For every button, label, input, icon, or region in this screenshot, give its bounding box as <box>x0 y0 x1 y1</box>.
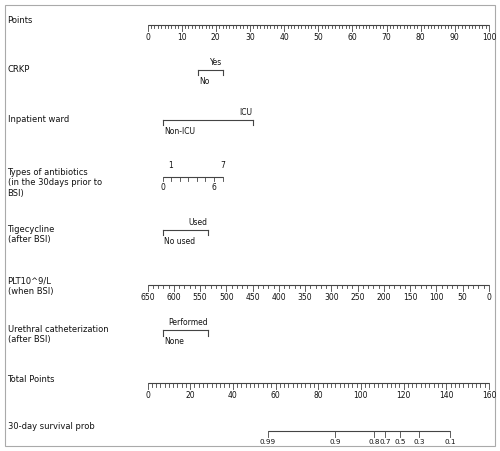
Text: 80: 80 <box>314 391 323 400</box>
Text: 250: 250 <box>350 293 365 302</box>
Text: No used: No used <box>164 237 195 246</box>
Text: 50: 50 <box>314 33 323 42</box>
Text: Performed: Performed <box>168 318 207 327</box>
Text: Tigecycline
(after BSI): Tigecycline (after BSI) <box>8 225 55 244</box>
Text: None: None <box>164 337 184 346</box>
Text: 650: 650 <box>140 293 155 302</box>
Text: 300: 300 <box>324 293 338 302</box>
Text: 0: 0 <box>160 183 165 192</box>
Text: Used: Used <box>188 218 208 227</box>
Text: 6: 6 <box>212 183 216 192</box>
Text: PLT10^9/L
(when BSI): PLT10^9/L (when BSI) <box>8 276 53 296</box>
Text: Yes: Yes <box>210 58 222 67</box>
Text: 50: 50 <box>458 293 468 302</box>
Text: Types of antibiotics
(in the 30days prior to
BSI): Types of antibiotics (in the 30days prio… <box>8 168 102 198</box>
Text: CRKP: CRKP <box>8 65 30 74</box>
Text: 0: 0 <box>145 33 150 42</box>
Text: 40: 40 <box>279 33 289 42</box>
Text: 400: 400 <box>272 293 286 302</box>
Text: 350: 350 <box>298 293 312 302</box>
Text: 30-day survival prob: 30-day survival prob <box>8 422 94 431</box>
Text: 120: 120 <box>396 391 411 400</box>
Text: 0.7: 0.7 <box>380 439 391 445</box>
Text: Points: Points <box>8 16 33 25</box>
Text: 600: 600 <box>166 293 181 302</box>
Text: 40: 40 <box>228 391 238 400</box>
Text: 160: 160 <box>482 391 496 400</box>
Text: ICU: ICU <box>240 108 252 117</box>
Text: 30: 30 <box>245 33 255 42</box>
Text: 7: 7 <box>220 161 225 170</box>
Text: 140: 140 <box>439 391 454 400</box>
Text: 0.5: 0.5 <box>394 439 406 445</box>
Text: 0: 0 <box>486 293 492 302</box>
Text: 0.3: 0.3 <box>413 439 425 445</box>
Text: 90: 90 <box>450 33 460 42</box>
Text: 200: 200 <box>376 293 391 302</box>
Text: Urethral catheterization
(after BSI): Urethral catheterization (after BSI) <box>8 325 108 345</box>
Text: 60: 60 <box>348 33 358 42</box>
Text: 450: 450 <box>246 293 260 302</box>
Text: 0.1: 0.1 <box>444 439 456 445</box>
Text: 0.8: 0.8 <box>368 439 380 445</box>
Text: 10: 10 <box>177 33 186 42</box>
Text: 550: 550 <box>192 293 208 302</box>
Text: 20: 20 <box>186 391 195 400</box>
Text: 20: 20 <box>211 33 220 42</box>
Text: 150: 150 <box>403 293 417 302</box>
Text: 1: 1 <box>168 161 173 170</box>
Text: 70: 70 <box>382 33 392 42</box>
Text: 100: 100 <box>482 33 496 42</box>
Text: Non-ICU: Non-ICU <box>164 127 195 136</box>
Text: 80: 80 <box>416 33 426 42</box>
Text: 100: 100 <box>354 391 368 400</box>
Text: 100: 100 <box>429 293 444 302</box>
Text: 60: 60 <box>270 391 280 400</box>
Text: Total Points: Total Points <box>8 375 55 384</box>
Text: 0.99: 0.99 <box>260 439 276 445</box>
Text: 0: 0 <box>145 391 150 400</box>
Text: No: No <box>199 77 209 86</box>
Text: 0.9: 0.9 <box>329 439 341 445</box>
Text: Inpatient ward: Inpatient ward <box>8 115 69 124</box>
Text: 500: 500 <box>219 293 234 302</box>
